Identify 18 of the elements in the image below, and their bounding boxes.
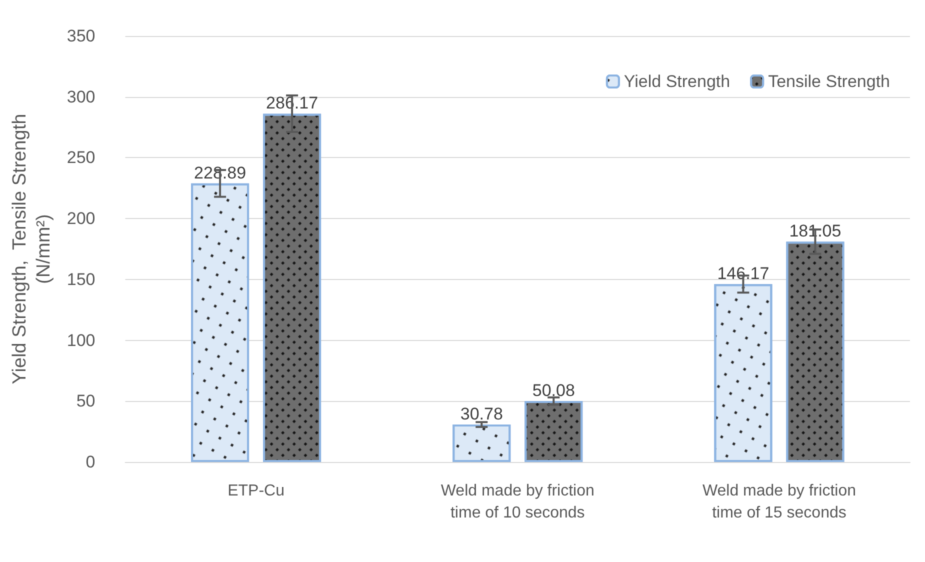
x-tick-label: Weld made by friction time of 10 seconds bbox=[440, 482, 594, 522]
y-tick-label: 200 bbox=[66, 209, 96, 228]
data-label: 50.08 bbox=[532, 381, 575, 400]
data-label: 181.05 bbox=[789, 222, 842, 241]
y-tick-label: 300 bbox=[66, 87, 96, 106]
data-label: 30.78 bbox=[460, 404, 503, 424]
y-tick-label: 100 bbox=[66, 330, 96, 350]
x-tick-label: ETP-Cu bbox=[228, 482, 285, 500]
y-tick-label: 250 bbox=[66, 148, 96, 168]
data-label: 146.17 bbox=[717, 264, 770, 284]
y-tick-label: 350 bbox=[66, 26, 96, 46]
legend-label: Tensile Strength bbox=[768, 72, 890, 91]
y-tick-label: 50 bbox=[76, 392, 96, 411]
y-axis-title: Yield Strength, Tensile Strength (N/mm²) bbox=[10, 114, 54, 384]
y-tick-label: 150 bbox=[66, 270, 96, 289]
legend-label: Yield Strength bbox=[624, 72, 730, 91]
x-tick-label: Weld made by friction time of 15 seconds bbox=[702, 482, 856, 522]
y-tick-label: 0 bbox=[86, 452, 96, 472]
